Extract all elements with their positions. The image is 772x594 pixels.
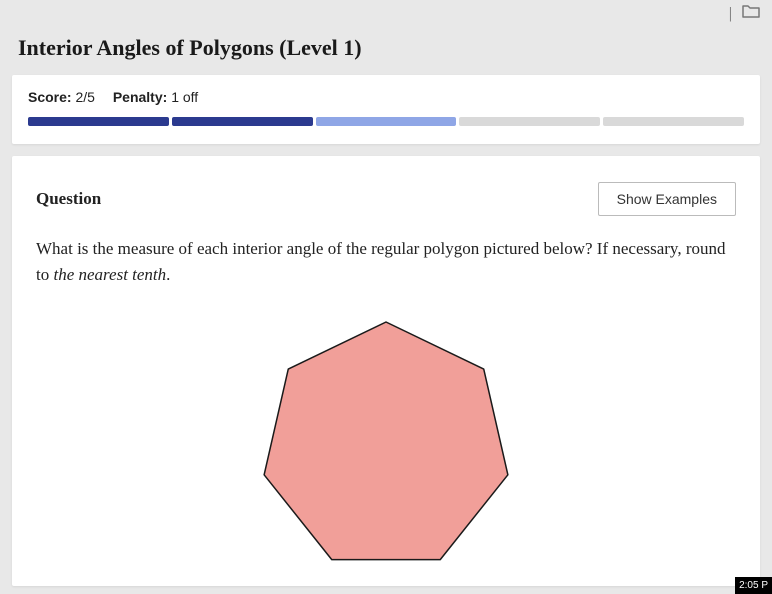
progress-segment: [316, 117, 457, 126]
polygon-figure: [36, 307, 736, 577]
question-text-part2: .: [166, 265, 170, 284]
score-line: Score: 2/5 Penalty: 1 off: [28, 89, 744, 105]
progress-segment: [603, 117, 744, 126]
question-text-emphasis: the nearest tenth: [53, 265, 166, 284]
progress-segment: [172, 117, 313, 126]
page-title: Interior Angles of Polygons (Level 1): [0, 27, 772, 75]
score-value: 2/5: [75, 89, 94, 105]
divider-icon: |: [729, 5, 732, 23]
score-label: Score:: [28, 89, 72, 105]
question-card: Question Show Examples What is the measu…: [12, 156, 760, 586]
question-heading: Question: [36, 189, 101, 209]
heptagon-shape: [246, 307, 526, 577]
score-card: Score: 2/5 Penalty: 1 off: [12, 75, 760, 144]
clock-badge: 2:05 P: [735, 577, 772, 594]
progress-bar: [28, 117, 744, 126]
penalty-value: 1 off: [171, 89, 198, 105]
question-text: What is the measure of each interior ang…: [36, 236, 736, 287]
progress-segment: [459, 117, 600, 126]
progress-segment: [28, 117, 169, 126]
folder-icon[interactable]: [742, 4, 760, 23]
show-examples-button[interactable]: Show Examples: [598, 182, 736, 216]
penalty-label: Penalty:: [113, 89, 167, 105]
